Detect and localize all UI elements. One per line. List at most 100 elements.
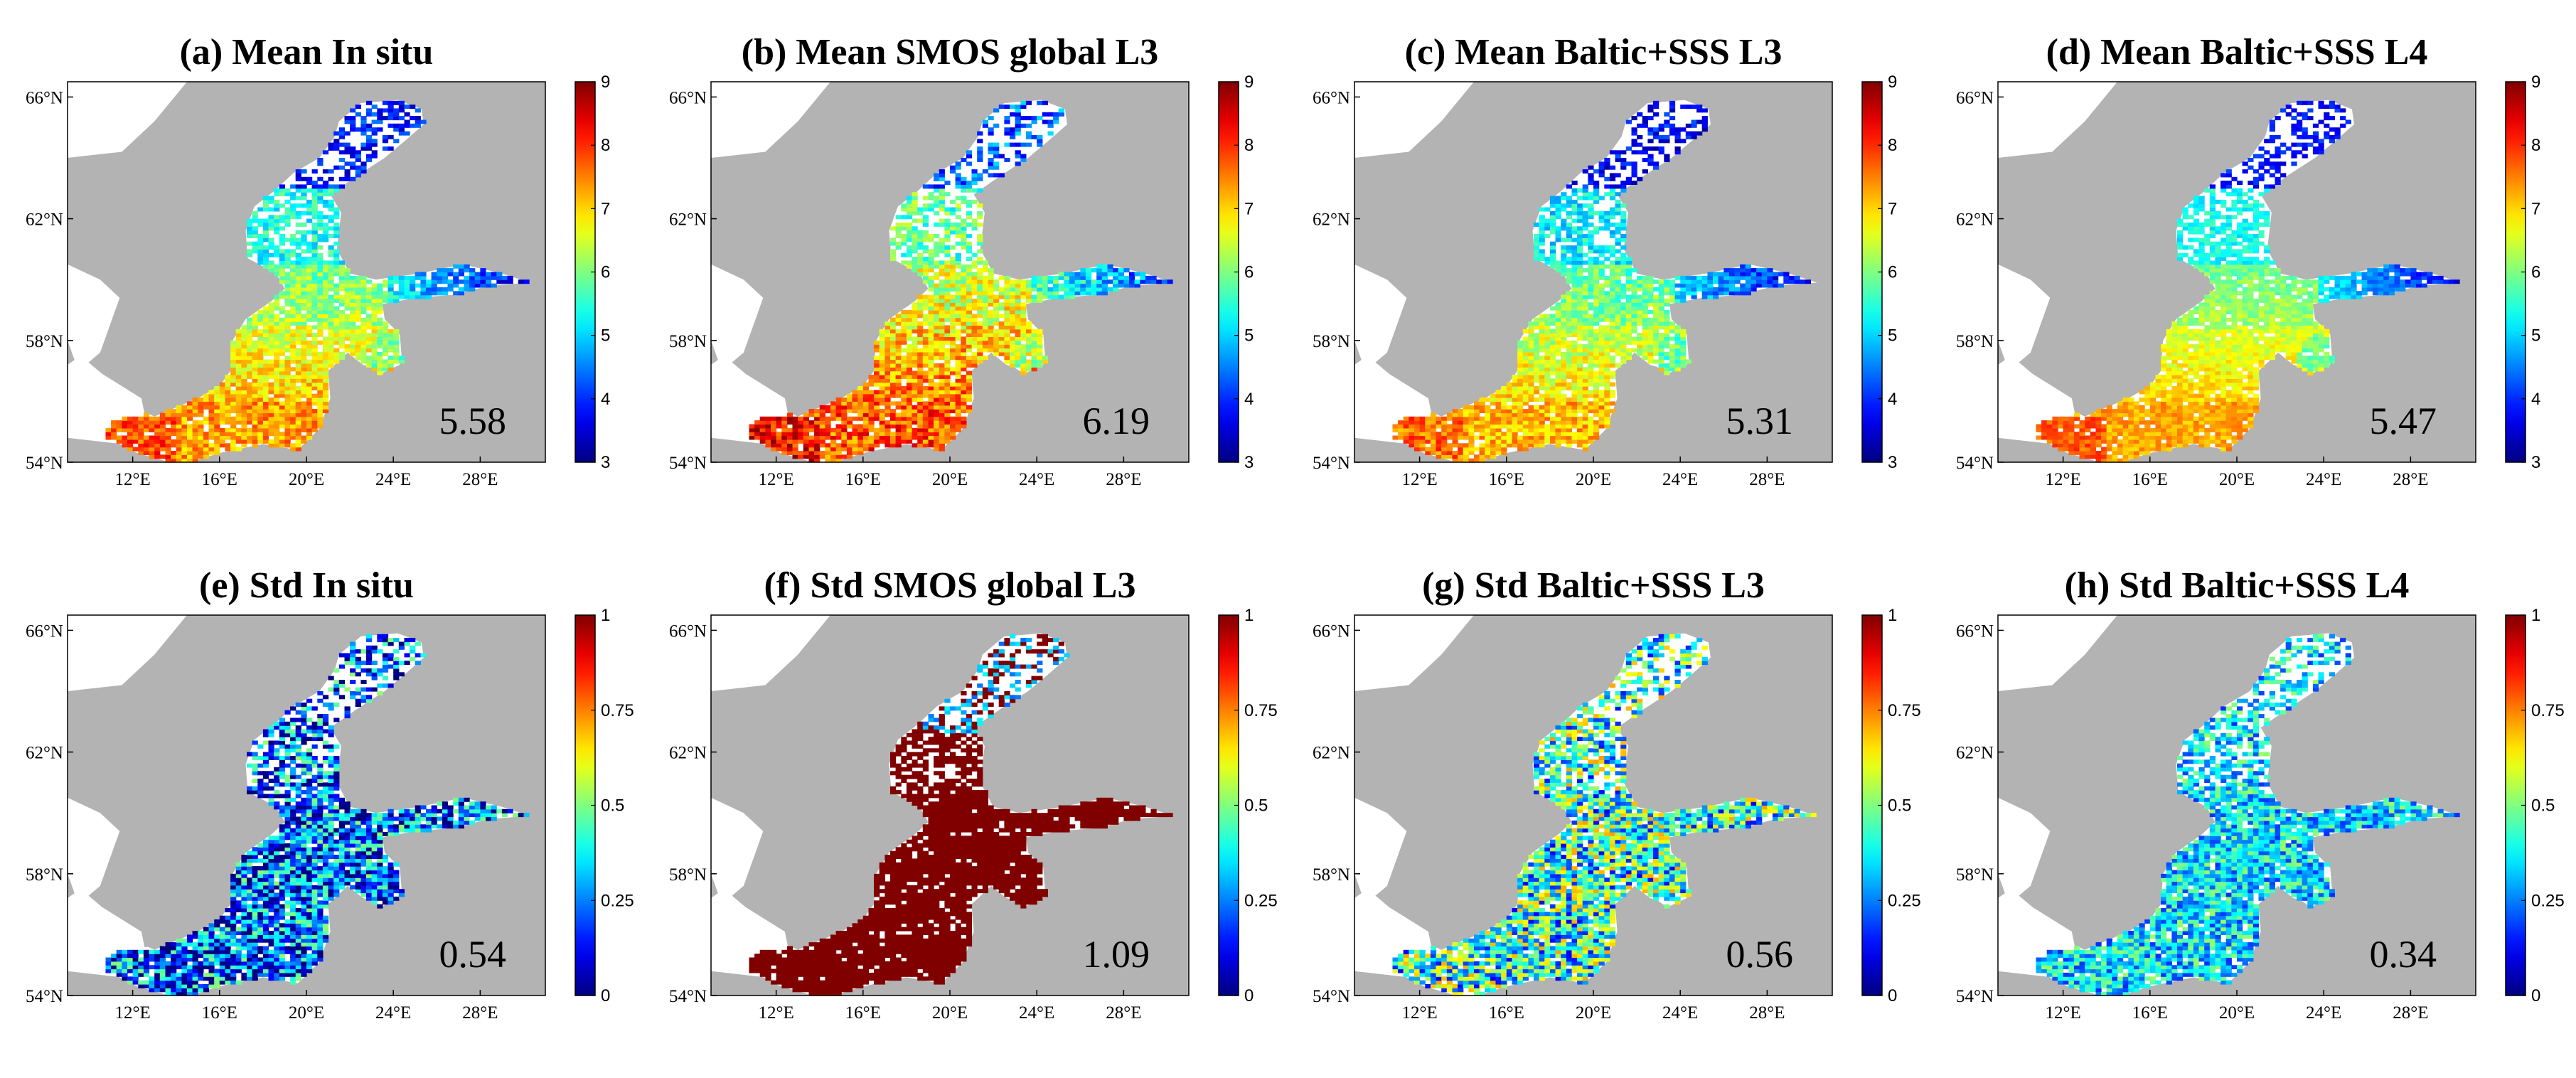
heatmap-cell <box>1468 458 1475 463</box>
heatmap-cell <box>295 283 301 288</box>
heatmap-cell <box>274 363 280 368</box>
heatmap-cell <box>939 351 945 356</box>
heatmap-cell <box>311 184 318 189</box>
heatmap-cell <box>333 215 340 220</box>
heatmap-cell <box>944 409 951 414</box>
heatmap-cell <box>274 439 280 444</box>
colorbar-tick-label: 3 <box>601 453 610 472</box>
heatmap-cell <box>235 367 242 372</box>
heatmap-cell <box>415 294 421 299</box>
heatmap-cell <box>1680 275 1687 280</box>
heatmap-cell <box>198 435 204 440</box>
heatmap-cell <box>301 348 307 353</box>
heatmap-cell <box>235 363 242 368</box>
heatmap-cell <box>1647 325 1654 330</box>
heatmap-cell <box>955 427 961 432</box>
heatmap-cell <box>906 234 913 238</box>
heatmap-cell <box>901 241 907 246</box>
heatmap-cell <box>268 439 274 444</box>
heatmap-cell <box>1539 412 1545 417</box>
heatmap-cell <box>165 454 171 459</box>
heatmap-cell <box>862 409 869 414</box>
heatmap-cell <box>284 283 291 288</box>
heatmap-cell <box>279 344 285 349</box>
heatmap-cell <box>290 416 296 421</box>
heatmap-cell <box>192 435 198 440</box>
heatmap-cell <box>355 344 361 349</box>
heatmap-cell <box>1653 134 1660 139</box>
heatmap-cell <box>1458 432 1464 437</box>
heatmap-cell <box>420 294 427 299</box>
heatmap-cell <box>1096 272 1103 277</box>
heatmap-cell <box>371 321 378 326</box>
heatmap-cell <box>257 386 264 390</box>
heatmap-cell <box>230 382 237 387</box>
heatmap-cell <box>1463 432 1469 437</box>
heatmap-cell <box>988 348 994 353</box>
heatmap-cell <box>808 424 815 429</box>
heatmap-cell <box>257 329 264 333</box>
heatmap-cell <box>311 252 318 257</box>
heatmap-cell <box>798 432 804 437</box>
heatmap-cell <box>328 176 334 181</box>
heatmap-cell <box>917 427 924 432</box>
heatmap-cell <box>1566 370 1572 375</box>
heatmap-cell <box>1637 351 1643 356</box>
heatmap-cell <box>290 252 296 257</box>
heatmap-cell <box>317 321 324 326</box>
heatmap-cell <box>950 386 956 390</box>
heatmap-cell <box>290 272 296 277</box>
heatmap-cell <box>1588 420 1594 425</box>
heatmap-cell <box>322 344 329 349</box>
heatmap-cell <box>1004 310 1010 314</box>
heatmap-cell <box>1577 279 1583 284</box>
heatmap-cell <box>377 127 383 132</box>
heatmap-cell <box>977 203 983 208</box>
heatmap-cell <box>1544 321 1551 326</box>
heatmap-cell <box>934 412 940 417</box>
heatmap-cell <box>1501 432 1507 437</box>
heatmap-cell <box>971 260 978 265</box>
heatmap-cell <box>306 405 313 410</box>
heatmap-cell <box>1501 451 1507 455</box>
heatmap-cell <box>171 416 177 421</box>
heatmap-cell <box>1015 317 1021 322</box>
heatmap-cell <box>311 264 318 269</box>
heatmap-cell <box>279 215 285 220</box>
heatmap-cell <box>1571 283 1578 288</box>
heatmap-cell <box>257 218 264 223</box>
heatmap-cell <box>1458 435 1464 440</box>
heatmap-cell <box>257 378 264 383</box>
heatmap-cell <box>311 317 318 322</box>
heatmap-cell <box>1452 409 1458 414</box>
heatmap-cell <box>1674 275 1681 280</box>
heatmap-cell <box>377 325 383 330</box>
heatmap-cell <box>890 333 897 337</box>
heatmap-cell <box>895 333 902 337</box>
heatmap-cell <box>1598 325 1605 330</box>
heatmap-cell <box>1501 420 1507 425</box>
heatmap-cell <box>279 317 285 322</box>
heatmap-cell <box>950 169 956 174</box>
heatmap-cell <box>961 420 967 425</box>
heatmap-cell <box>274 252 280 257</box>
heatmap-cell <box>966 314 973 319</box>
heatmap-cell <box>165 412 171 417</box>
heatmap-cell <box>388 283 394 288</box>
heatmap-cell <box>906 215 913 220</box>
heatmap-cell <box>1691 134 1697 139</box>
heatmap-cell <box>1637 302 1643 307</box>
heatmap-cell <box>1020 356 1027 361</box>
heatmap-cell <box>1609 325 1616 330</box>
heatmap-cell <box>966 222 973 227</box>
heatmap-cell <box>290 184 296 189</box>
heatmap-cell <box>333 333 340 337</box>
heatmap-cell <box>311 427 318 432</box>
heatmap-cell <box>895 378 902 383</box>
heatmap-cell <box>447 283 454 288</box>
heatmap-cell <box>274 443 280 448</box>
heatmap-cell <box>1593 260 1600 265</box>
heatmap-cell <box>1495 416 1502 421</box>
heatmap-cell <box>344 314 351 319</box>
heatmap-cell <box>382 279 389 284</box>
